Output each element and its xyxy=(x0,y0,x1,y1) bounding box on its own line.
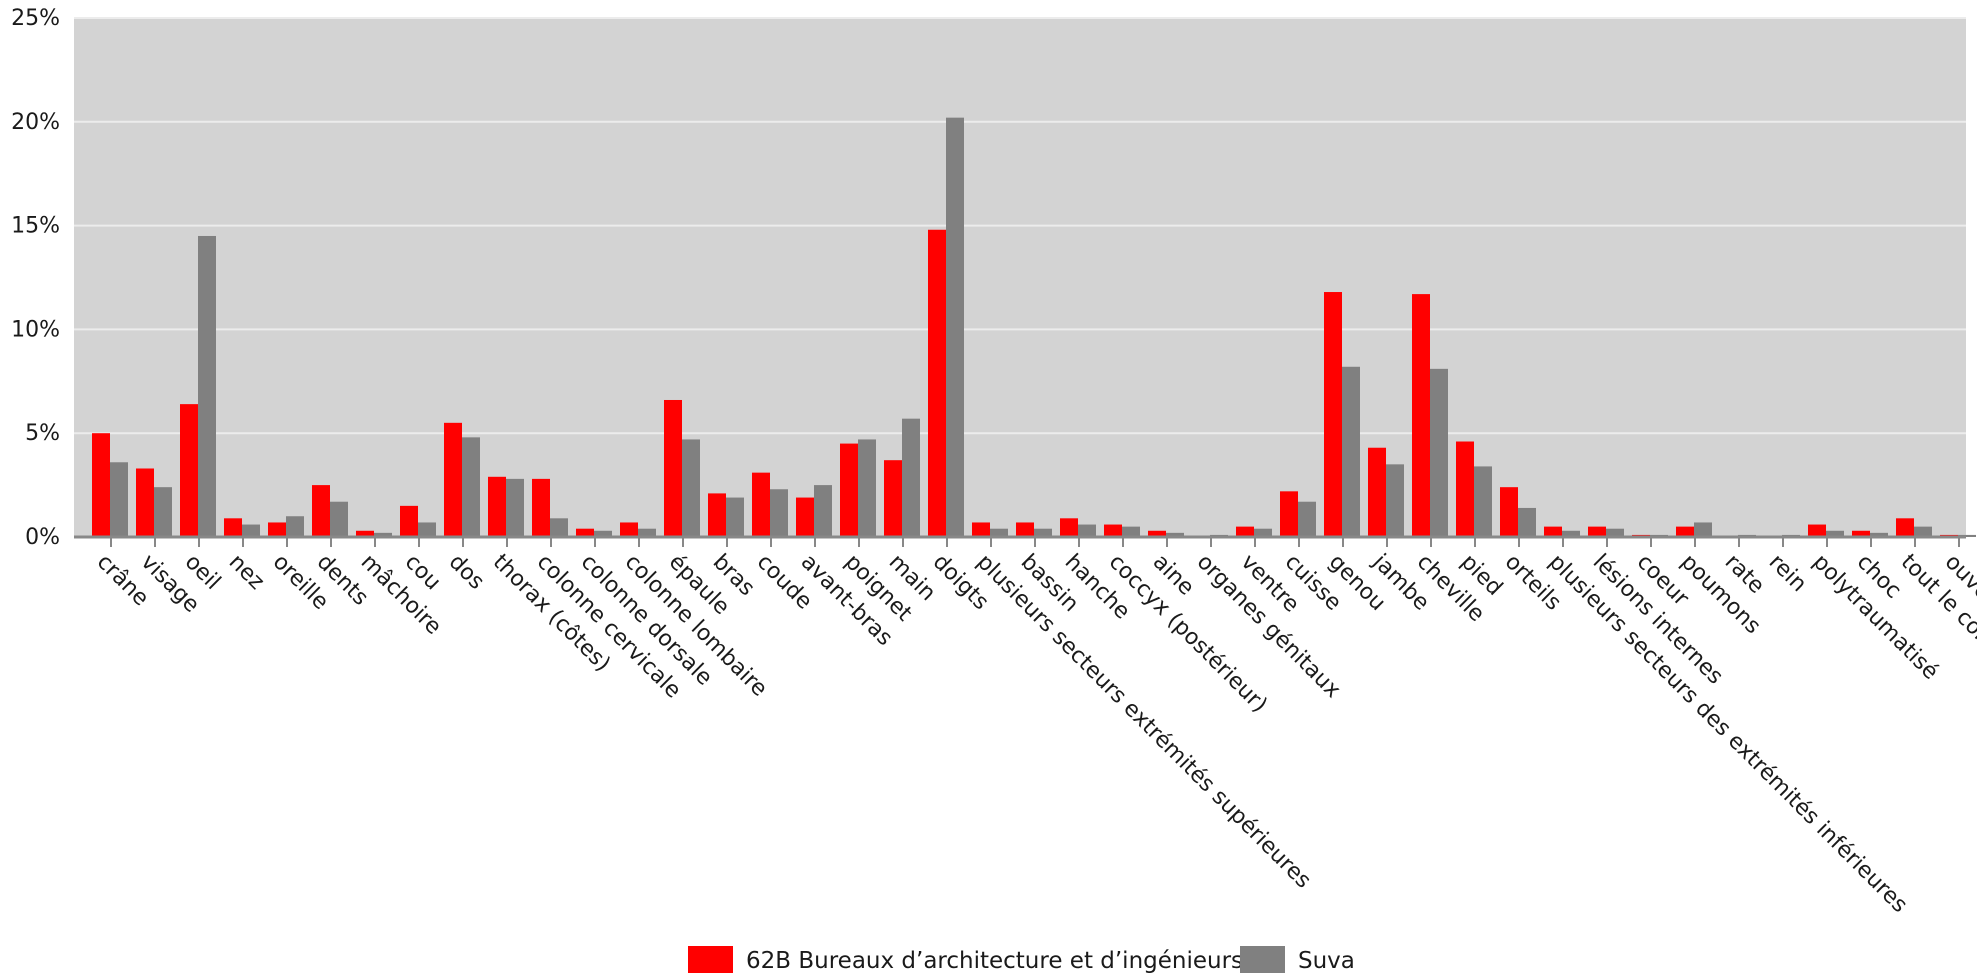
legend-label: Suva xyxy=(1298,948,1355,974)
bar xyxy=(902,418,920,537)
bar xyxy=(532,478,550,537)
bar xyxy=(620,522,638,537)
bar xyxy=(1104,524,1122,537)
bar xyxy=(1456,441,1474,537)
bar xyxy=(1606,528,1624,537)
bar xyxy=(1298,501,1316,537)
y-axis: 0% 5% 10% 15% 20% 25% xyxy=(11,6,60,550)
bar xyxy=(1808,524,1826,537)
bar xyxy=(1500,487,1518,537)
bar xyxy=(726,497,744,537)
bar xyxy=(664,399,682,537)
bar xyxy=(374,532,392,537)
bar xyxy=(928,229,946,537)
legend: 62B Bureaux d’architecture et d’ingénieu… xyxy=(688,946,1355,974)
bar xyxy=(1166,532,1184,537)
x-axis-labels: crânevisageoeilnezoreilledentsmâchoireco… xyxy=(92,549,1977,918)
bar xyxy=(1588,526,1606,537)
bar xyxy=(418,522,436,537)
bar xyxy=(462,437,480,537)
bar xyxy=(858,439,876,537)
y-tick-label: 25% xyxy=(11,6,60,31)
bar xyxy=(1368,447,1386,537)
bar xyxy=(884,460,902,537)
bar xyxy=(1914,526,1932,537)
bar xyxy=(1562,530,1580,537)
bar xyxy=(268,522,286,537)
bar xyxy=(1122,526,1140,537)
x-tick-label: dos xyxy=(444,550,489,595)
bar xyxy=(400,505,418,537)
bar xyxy=(224,518,242,537)
bar xyxy=(330,501,348,537)
bar xyxy=(990,528,1008,537)
plot-background xyxy=(74,18,1966,537)
bar xyxy=(1826,530,1844,537)
bar xyxy=(136,468,154,537)
bar xyxy=(1412,294,1430,537)
gridlines xyxy=(74,17,1966,435)
y-tick-label: 5% xyxy=(25,421,60,446)
legend-swatch xyxy=(1240,946,1285,973)
bar xyxy=(814,485,832,537)
y-tick-label: 10% xyxy=(11,317,60,342)
bar xyxy=(946,117,964,537)
bar xyxy=(638,528,656,537)
bar xyxy=(92,433,110,537)
bar xyxy=(198,235,216,538)
bar xyxy=(752,472,770,537)
bar xyxy=(1386,464,1404,537)
bar xyxy=(796,497,814,537)
bars xyxy=(92,117,1976,538)
bar xyxy=(110,462,128,537)
bar xyxy=(1236,526,1254,537)
bar xyxy=(1474,466,1492,537)
bar xyxy=(154,487,172,537)
bar xyxy=(1430,368,1448,537)
x-tick-label: nez xyxy=(224,550,269,595)
bar xyxy=(286,516,304,537)
bar xyxy=(1896,518,1914,537)
bar xyxy=(444,422,462,537)
bar xyxy=(1078,524,1096,537)
bar xyxy=(576,528,594,537)
bar xyxy=(1544,526,1562,537)
bar xyxy=(1034,528,1052,537)
bar xyxy=(1518,507,1536,537)
bar xyxy=(594,530,612,537)
bar xyxy=(506,478,524,537)
x-axis xyxy=(74,535,1966,547)
bar xyxy=(1060,518,1078,537)
y-tick-label: 20% xyxy=(11,110,60,135)
bar xyxy=(1870,532,1888,537)
bar xyxy=(840,443,858,537)
bar xyxy=(1016,522,1034,537)
bar xyxy=(1254,528,1272,537)
bar xyxy=(180,404,198,537)
bar xyxy=(242,524,260,537)
x-tick-label: rein xyxy=(1764,550,1811,597)
bar xyxy=(1676,526,1694,537)
bar xyxy=(1852,530,1870,537)
bar xyxy=(356,530,374,537)
bar xyxy=(972,522,990,537)
legend-label: 62B Bureaux d’architecture et d’ingénieu… xyxy=(746,948,1243,974)
bar xyxy=(550,518,568,537)
bar xyxy=(682,439,700,537)
bar xyxy=(488,476,506,537)
bar xyxy=(1324,292,1342,537)
bar xyxy=(1958,534,1976,537)
bar xyxy=(1280,491,1298,537)
y-tick-label: 15% xyxy=(11,214,60,239)
bar xyxy=(312,485,330,537)
y-tick-label: 0% xyxy=(25,525,60,550)
bar xyxy=(770,489,788,537)
bar xyxy=(1342,366,1360,537)
bar xyxy=(1148,530,1166,537)
bar xyxy=(708,493,726,537)
legend-swatch xyxy=(688,946,733,973)
bar xyxy=(1694,522,1712,537)
